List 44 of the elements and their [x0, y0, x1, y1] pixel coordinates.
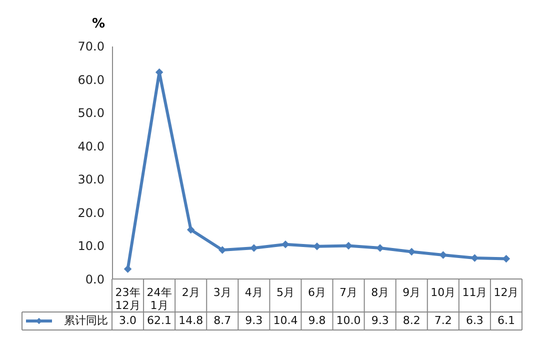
x-tick-label: 3月 [213, 286, 232, 299]
y-tick-label: 0.0 [85, 272, 104, 286]
data-label: 10.4 [273, 314, 298, 327]
x-tick-label: 9月 [402, 286, 421, 299]
x-tick-label: 5月 [276, 286, 294, 299]
data-label: 6.1 [497, 314, 515, 327]
y-tick-label: 50.0 [78, 106, 104, 120]
data-label: 8.2 [402, 314, 420, 327]
y-tick-label: 70.0 [78, 40, 104, 54]
y-tick-label: 10.0 [78, 239, 104, 254]
x-tick-label: 11月 [462, 286, 488, 299]
point [282, 240, 290, 248]
data-label: 9.3 [371, 314, 389, 327]
x-tick-label: 23年 12月 [115, 286, 140, 312]
point [186, 226, 195, 234]
point [218, 246, 226, 254]
data-label: 3.0 [119, 314, 137, 327]
point [124, 265, 132, 273]
x-tick-label: 4月 [244, 286, 263, 299]
data-label: 14.8 [178, 314, 204, 327]
y-tick-label: 40.0 [78, 139, 104, 154]
data-label: 10.0 [336, 314, 361, 327]
x-tick-label: 6月 [308, 286, 326, 299]
data-label: 6.3 [466, 314, 484, 327]
x-tick-label: 8月 [371, 286, 390, 299]
data-label: 62.1 [147, 314, 172, 327]
y-axis-title: % [92, 16, 106, 32]
point [313, 242, 321, 250]
data-label: 9.3 [245, 314, 263, 327]
data-label: 9.8 [308, 314, 326, 327]
point [376, 244, 384, 252]
data-label: 7.2 [434, 314, 452, 327]
point [408, 248, 416, 256]
y-tick-label: 60.0 [78, 72, 104, 87]
x-tick-label: 24年 1月 [146, 286, 172, 312]
point [250, 244, 258, 252]
x-tick-label: 7月 [340, 286, 358, 299]
y-tick-label: 20.0 [78, 206, 104, 220]
x-tick-label: 12月 [494, 286, 519, 299]
x-tick-label: 10月 [430, 286, 456, 299]
x-tick-label: 2月 [182, 286, 200, 299]
y-tick-label: 30.0 [78, 172, 104, 187]
legend-label: 累计同比 [64, 314, 108, 327]
data-label: 8.7 [214, 314, 232, 327]
